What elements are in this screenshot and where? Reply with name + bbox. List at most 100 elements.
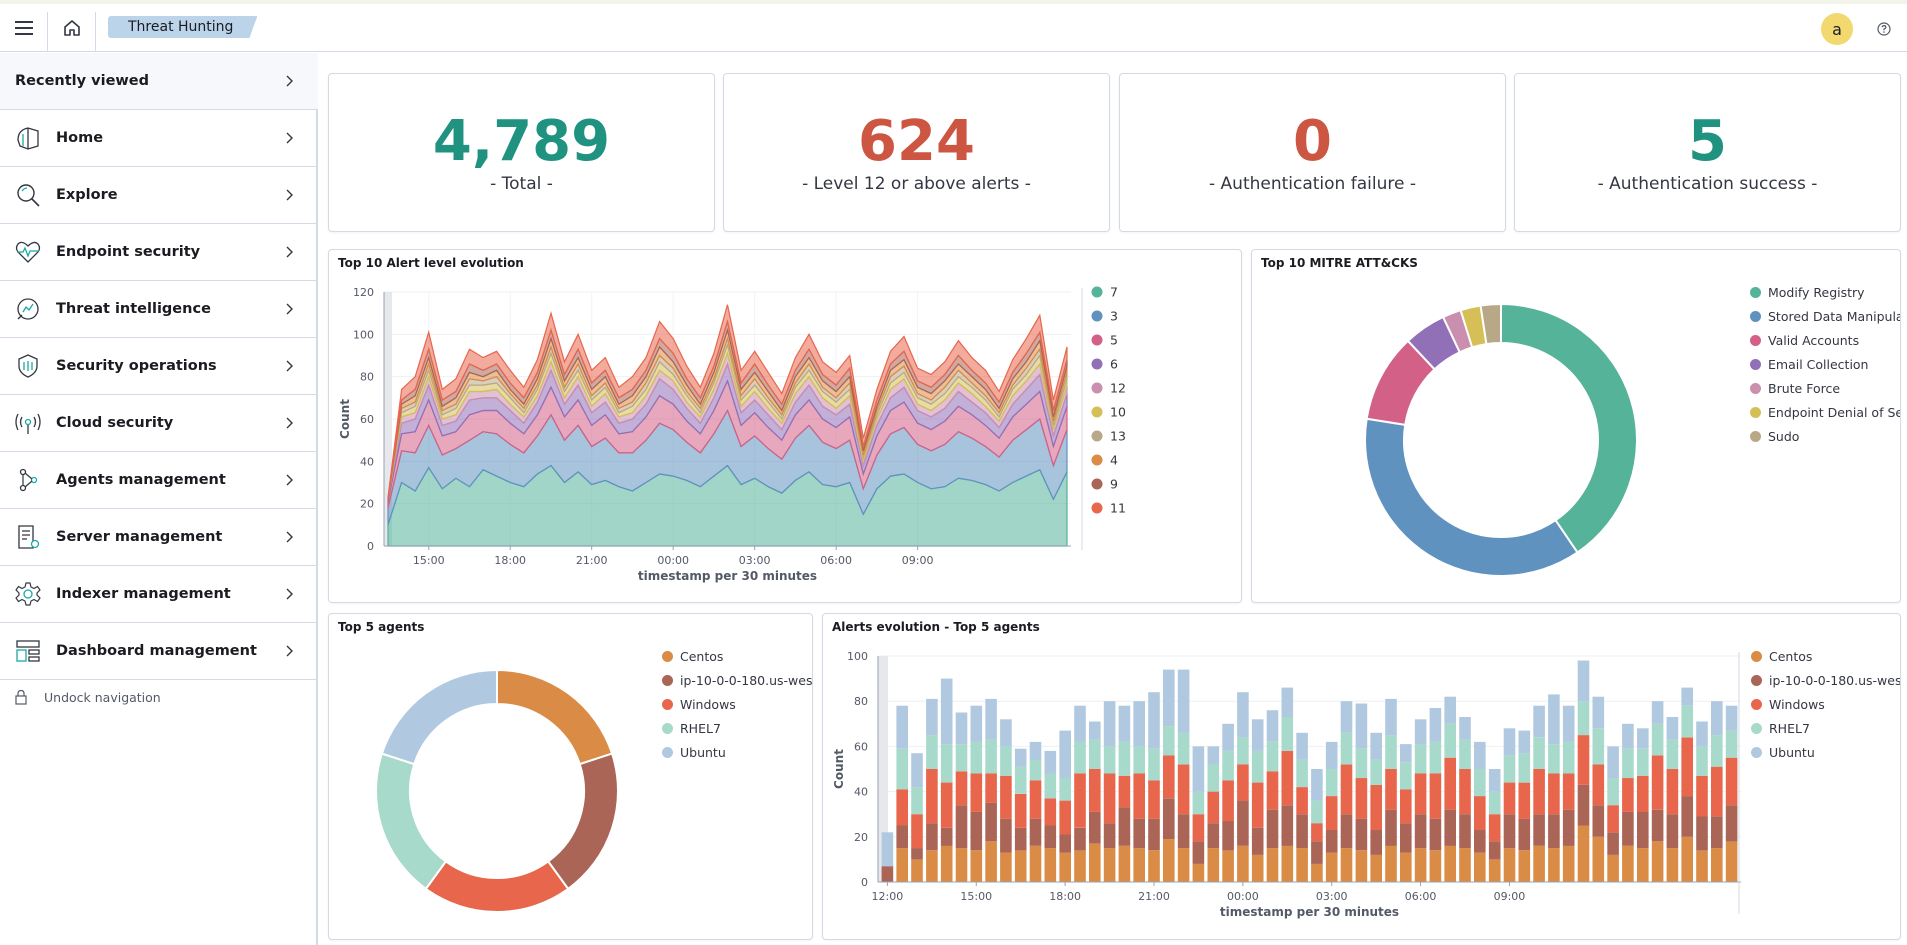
bar-segment-Windows[interactable] bbox=[1725, 757, 1738, 806]
bar-segment-Ubuntu[interactable] bbox=[1548, 694, 1560, 745]
bar-segment-ip-10-0-0-180[interactable] bbox=[1296, 814, 1308, 849]
recently-viewed-toggle[interactable]: Recently viewed bbox=[0, 53, 318, 110]
bar-segment-Ubuntu[interactable] bbox=[1562, 705, 1575, 742]
bar-segment-Centos[interactable] bbox=[1014, 850, 1027, 882]
bar-segment-Ubuntu[interactable] bbox=[1118, 705, 1131, 742]
bar-segment-Ubuntu[interactable] bbox=[1651, 701, 1664, 724]
bar-segment-ip-10-0-0-180[interactable] bbox=[1370, 830, 1382, 855]
bar-segment-Centos[interactable] bbox=[1029, 845, 1042, 882]
bar-segment-Centos[interactable] bbox=[940, 845, 953, 882]
bar-segment-Centos[interactable] bbox=[1696, 850, 1708, 882]
bar-segment-Windows[interactable] bbox=[1133, 773, 1145, 819]
bar-segment-ip-10-0-0-180[interactable] bbox=[955, 805, 968, 849]
bar-segment-RHEL7[interactable] bbox=[1014, 766, 1027, 794]
bar-segment-ip-10-0-0-180[interactable] bbox=[1311, 841, 1323, 864]
bar-segment-Ubuntu[interactable] bbox=[955, 712, 968, 745]
bar-segment-Centos[interactable] bbox=[1651, 841, 1664, 882]
bar-segment-ip-10-0-0-180[interactable] bbox=[1074, 827, 1086, 851]
bar-segment-Windows[interactable] bbox=[1474, 796, 1486, 830]
bar-segment-ip-10-0-0-180[interactable] bbox=[1340, 814, 1353, 849]
bar-segment-Ubuntu[interactable] bbox=[1592, 696, 1605, 729]
bar-segment-RHEL7[interactable] bbox=[1281, 717, 1294, 751]
bar-segment-RHEL7[interactable] bbox=[1400, 762, 1412, 790]
bar-segment-Ubuntu[interactable] bbox=[1251, 719, 1264, 751]
bar-segment-Windows[interactable] bbox=[1103, 773, 1116, 824]
bar-segment-Ubuntu[interactable] bbox=[1429, 708, 1442, 742]
bar-segment-ip-10-0-0-180[interactable] bbox=[1014, 827, 1027, 851]
bar-segment-Ubuntu[interactable] bbox=[940, 678, 953, 745]
bar-segment-RHEL7[interactable] bbox=[1311, 800, 1323, 824]
bar-segment-Windows[interactable] bbox=[1385, 769, 1397, 810]
bar-segment-Ubuntu[interactable] bbox=[1133, 701, 1145, 747]
bar-segment-Windows[interactable] bbox=[1059, 800, 1071, 835]
bar-segment-Centos[interactable] bbox=[955, 848, 968, 882]
sidebar-item-indexer-management[interactable]: Indexer management bbox=[0, 566, 318, 623]
legend-item[interactable]: 3 bbox=[1091, 309, 1118, 324]
bar-segment-Windows[interactable] bbox=[1237, 764, 1249, 801]
bar-segment-Windows[interactable] bbox=[1518, 782, 1531, 819]
bar-segment-Ubuntu[interactable] bbox=[1103, 701, 1116, 747]
legend-item[interactable]: 7 bbox=[1091, 285, 1118, 300]
bar-segment-Windows[interactable] bbox=[1577, 735, 1590, 785]
bar-segment-RHEL7[interactable] bbox=[1118, 741, 1131, 776]
bar-segment-Ubuntu[interactable] bbox=[1355, 703, 1368, 749]
bar-segment-Ubuntu[interactable] bbox=[1444, 696, 1456, 724]
bar-segment-RHEL7[interactable] bbox=[1681, 705, 1693, 738]
bar-segment-Windows[interactable] bbox=[1281, 750, 1294, 806]
bar-segment-Centos[interactable] bbox=[1518, 850, 1531, 882]
bar-segment-Ubuntu[interactable] bbox=[1711, 701, 1723, 736]
bar-segment-Ubuntu[interactable] bbox=[1074, 705, 1086, 742]
bar-segment-RHEL7[interactable] bbox=[1296, 760, 1308, 788]
bar-segment-RHEL7[interactable] bbox=[896, 748, 908, 790]
area-series-11[interactable] bbox=[387, 304, 1068, 500]
bar-segment-Centos[interactable] bbox=[1474, 852, 1486, 882]
bar-segment-Windows[interactable] bbox=[1444, 757, 1456, 810]
bar-segment-RHEL7[interactable] bbox=[1385, 735, 1397, 769]
bar-segment-Windows[interactable] bbox=[1637, 775, 1649, 812]
bar-segment-Windows[interactable] bbox=[1696, 775, 1708, 817]
bar-segment-Windows[interactable] bbox=[1607, 805, 1619, 833]
bar-segment-RHEL7[interactable] bbox=[1592, 728, 1605, 765]
bar-segment-ip-10-0-0-180[interactable] bbox=[1400, 823, 1412, 853]
legend-item[interactable]: Windows bbox=[662, 696, 736, 712]
bar-segment-ip-10-0-0-180[interactable] bbox=[985, 802, 997, 842]
bar-segment-RHEL7[interactable] bbox=[1222, 750, 1234, 781]
bar-segment-Centos[interactable] bbox=[1459, 848, 1471, 882]
bar-segment-Centos[interactable] bbox=[1637, 848, 1649, 882]
bar-segment-Centos[interactable] bbox=[1681, 836, 1693, 882]
bar-segment-Centos[interactable] bbox=[1340, 848, 1353, 882]
agent-slice[interactable] bbox=[496, 668, 614, 766]
bar-segment-RHEL7[interactable] bbox=[911, 787, 923, 815]
bar-segment-Centos[interactable] bbox=[1592, 836, 1605, 882]
bar-segment-Windows[interactable] bbox=[896, 789, 908, 826]
bar-segment-Centos[interactable] bbox=[1059, 852, 1071, 882]
bar-segment-ip-10-0-0-180[interactable] bbox=[1251, 827, 1264, 855]
bar-segment-ip-10-0-0-180[interactable] bbox=[1000, 818, 1012, 853]
bar-segment-Windows[interactable] bbox=[1622, 778, 1634, 812]
bar-segment-ip-10-0-0-180[interactable] bbox=[1281, 805, 1294, 846]
bar-segment-ip-10-0-0-180[interactable] bbox=[1177, 814, 1190, 849]
bar-segment-Centos[interactable] bbox=[1355, 850, 1368, 882]
legend-item[interactable]: 4 bbox=[1091, 453, 1119, 468]
bar-segment-Ubuntu[interactable] bbox=[1266, 710, 1279, 742]
top-agents-chart[interactable] bbox=[329, 614, 814, 941]
bar-segment-Centos[interactable] bbox=[926, 850, 938, 882]
bar-segment-Ubuntu[interactable] bbox=[1163, 669, 1175, 727]
bar-segment-Ubuntu[interactable] bbox=[1207, 746, 1220, 765]
bar-segment-Centos[interactable] bbox=[1577, 825, 1590, 883]
bar-segment-Windows[interactable] bbox=[1014, 793, 1027, 828]
bar-segment-RHEL7[interactable] bbox=[1103, 746, 1116, 774]
bar-segment-Ubuntu[interactable] bbox=[1370, 732, 1382, 760]
mitre-slice[interactable] bbox=[1364, 417, 1579, 577]
bar-segment-ip-10-0-0-180[interactable] bbox=[1592, 805, 1605, 837]
sidebar-item-cloud-security[interactable]: Cloud security bbox=[0, 395, 318, 452]
bar-segment-Windows[interactable] bbox=[1177, 764, 1190, 815]
bar-segment-Centos[interactable] bbox=[1562, 845, 1575, 882]
home-button[interactable] bbox=[56, 12, 88, 44]
bar-segment-Ubuntu[interactable] bbox=[1681, 687, 1693, 706]
bar-segment-ip-10-0-0-180[interactable] bbox=[1163, 798, 1175, 840]
legend-item[interactable]: Brute Force bbox=[1750, 380, 1840, 396]
bar-segment-ip-10-0-0-180[interactable] bbox=[881, 866, 894, 882]
bar-segment-ip-10-0-0-180[interactable] bbox=[1385, 809, 1397, 846]
bar-segment-Windows[interactable] bbox=[1148, 780, 1160, 819]
